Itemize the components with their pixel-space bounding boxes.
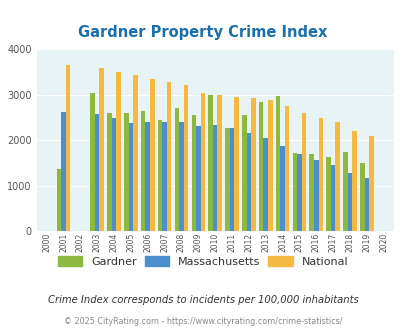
- Bar: [313, 160, 318, 231]
- Bar: [95, 114, 99, 231]
- Bar: [90, 93, 95, 231]
- Bar: [309, 154, 313, 231]
- Bar: [133, 75, 137, 231]
- Bar: [217, 95, 222, 231]
- Text: © 2025 CityRating.com - https://www.cityrating.com/crime-statistics/: © 2025 CityRating.com - https://www.city…: [64, 317, 341, 326]
- Bar: [364, 178, 368, 231]
- Text: Gardner Property Crime Index: Gardner Property Crime Index: [78, 25, 327, 41]
- Bar: [116, 72, 121, 231]
- Bar: [158, 120, 162, 231]
- Text: Crime Index corresponds to incidents per 100,000 inhabitants: Crime Index corresponds to incidents per…: [47, 295, 358, 305]
- Bar: [111, 118, 116, 231]
- Bar: [352, 131, 356, 231]
- Bar: [275, 96, 279, 231]
- Bar: [174, 109, 179, 231]
- Bar: [162, 122, 166, 231]
- Bar: [128, 123, 133, 231]
- Bar: [258, 102, 263, 231]
- Bar: [141, 111, 145, 231]
- Bar: [99, 68, 104, 231]
- Bar: [292, 153, 296, 231]
- Bar: [296, 154, 301, 231]
- Bar: [246, 133, 251, 231]
- Legend: Gardner, Massachusetts, National: Gardner, Massachusetts, National: [53, 252, 352, 272]
- Bar: [179, 122, 183, 231]
- Bar: [208, 95, 212, 231]
- Bar: [347, 173, 352, 231]
- Bar: [359, 163, 364, 231]
- Bar: [212, 125, 217, 231]
- Bar: [267, 100, 272, 231]
- Bar: [66, 65, 70, 231]
- Bar: [234, 97, 238, 231]
- Bar: [225, 127, 229, 231]
- Bar: [342, 151, 347, 231]
- Bar: [251, 98, 255, 231]
- Bar: [196, 126, 200, 231]
- Bar: [368, 136, 373, 231]
- Bar: [263, 138, 267, 231]
- Bar: [241, 115, 246, 231]
- Bar: [183, 85, 188, 231]
- Bar: [301, 114, 305, 231]
- Bar: [61, 112, 66, 231]
- Bar: [279, 146, 284, 231]
- Bar: [229, 128, 234, 231]
- Bar: [57, 169, 61, 231]
- Bar: [107, 113, 111, 231]
- Bar: [318, 118, 322, 231]
- Bar: [330, 165, 335, 231]
- Bar: [200, 93, 205, 231]
- Bar: [326, 156, 330, 231]
- Bar: [145, 122, 150, 231]
- Bar: [150, 79, 154, 231]
- Bar: [124, 113, 128, 231]
- Bar: [335, 122, 339, 231]
- Bar: [191, 115, 196, 231]
- Bar: [166, 82, 171, 231]
- Bar: [284, 106, 289, 231]
